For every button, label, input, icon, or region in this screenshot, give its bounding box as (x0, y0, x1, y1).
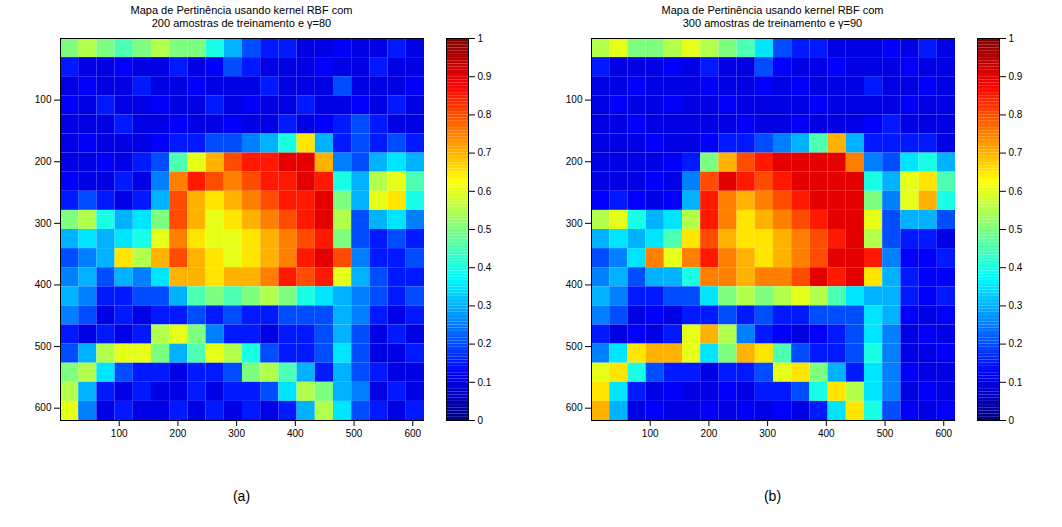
svg-text:0.8: 0.8 (477, 109, 491, 120)
svg-text:0: 0 (477, 415, 483, 426)
svg-text:0.4: 0.4 (1008, 262, 1022, 273)
svg-text:200: 200 (565, 156, 582, 167)
svg-text:0.4: 0.4 (477, 262, 491, 273)
html-text:Mapa de Pertinência usando ker: Mapa de Pertinência usando kernel RBF co… (130, 4, 353, 16)
svg-text:600: 600 (565, 402, 582, 413)
svg-text:600: 600 (404, 428, 421, 439)
svg-text:500: 500 (876, 428, 893, 439)
html-text:(a): (a) (232, 488, 251, 504)
svg-text:300: 300 (565, 218, 582, 229)
svg-text:1: 1 (1008, 33, 1014, 44)
svg-text:0.2: 0.2 (1008, 338, 1022, 349)
svg-text:200: 200 (700, 428, 717, 439)
svg-text:600: 600 (935, 428, 952, 439)
html-text:Mapa de Pertinência usando ker: Mapa de Pertinência usando kernel RBF co… (661, 4, 884, 16)
svg-text:0.8: 0.8 (1008, 109, 1022, 120)
svg-text:500: 500 (345, 428, 362, 439)
svg-text:0.6: 0.6 (477, 186, 491, 197)
svg-text:100: 100 (34, 94, 51, 105)
html-text:200 amostras de treinamento e: 200 amostras de treinamento e γ=80 (151, 17, 332, 29)
svg-text:0.6: 0.6 (1008, 186, 1022, 197)
svg-text:200: 200 (169, 428, 186, 439)
svg-text:300: 300 (759, 428, 776, 439)
svg-text:0.5: 0.5 (1008, 224, 1022, 235)
svg-text:0.1: 0.1 (1008, 377, 1022, 388)
svg-text:0.9: 0.9 (1008, 71, 1022, 82)
svg-text:200: 200 (34, 156, 51, 167)
html-text:300 amostras de treinamento e: 300 amostras de treinamento e γ=90 (682, 17, 863, 29)
svg-text:0.2: 0.2 (477, 338, 491, 349)
svg-text:400: 400 (565, 279, 582, 290)
svg-text:0.7: 0.7 (477, 147, 491, 158)
svg-text:600: 600 (34, 402, 51, 413)
svg-text:400: 400 (817, 428, 834, 439)
svg-text:400: 400 (34, 279, 51, 290)
html-text:(b): (b) (763, 488, 782, 504)
svg-text:0.5: 0.5 (477, 224, 491, 235)
svg-text:0.7: 0.7 (1008, 147, 1022, 158)
svg-text:1: 1 (477, 33, 483, 44)
svg-text:100: 100 (641, 428, 658, 439)
svg-text:500: 500 (34, 341, 51, 352)
svg-text:0.3: 0.3 (477, 300, 491, 311)
svg-text:0.3: 0.3 (1008, 300, 1022, 311)
svg-text:300: 300 (228, 428, 245, 439)
svg-text:400: 400 (286, 428, 303, 439)
svg-text:500: 500 (565, 341, 582, 352)
svg-text:0: 0 (1008, 415, 1014, 426)
svg-text:300: 300 (34, 218, 51, 229)
svg-text:0.1: 0.1 (477, 377, 491, 388)
svg-text:0.9: 0.9 (477, 71, 491, 82)
svg-text:100: 100 (565, 94, 582, 105)
svg-text:100: 100 (110, 428, 127, 439)
